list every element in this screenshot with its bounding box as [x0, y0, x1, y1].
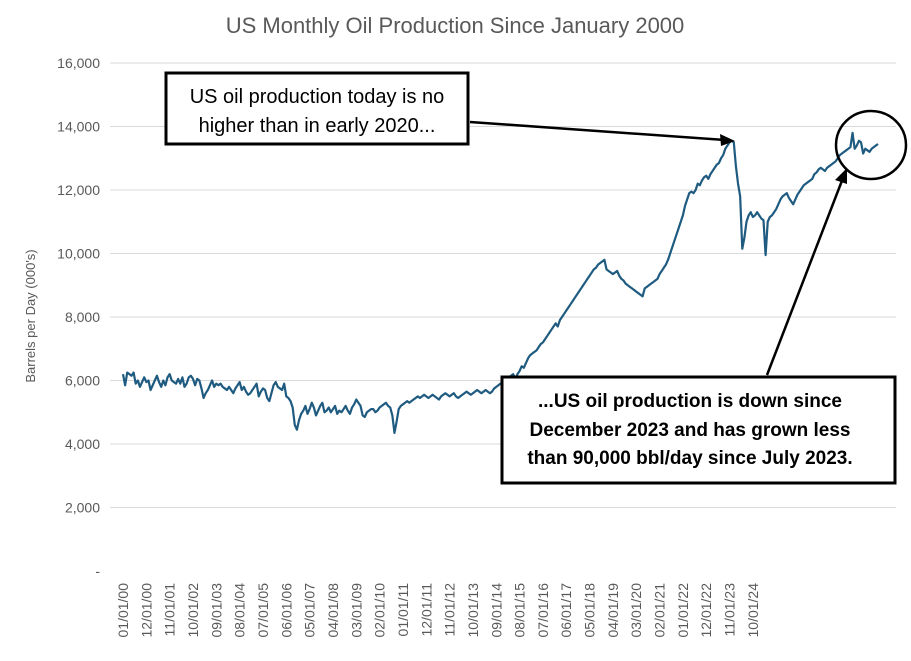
annotation-bottom-line-2: December 2023 and has grown less: [529, 420, 850, 441]
annotation-highlight-circle: [834, 109, 908, 181]
x-tick-label: 12/01/22: [698, 583, 714, 638]
annotation-top-box: [164, 71, 470, 146]
annotation-top-arrow: [469, 120, 726, 142]
x-tick-label: 07/01/05: [255, 583, 271, 638]
x-tick-label: 11/01/01: [162, 583, 178, 637]
y-tick-label: 12,000: [57, 182, 100, 198]
annotation-bottom-arrow: [765, 177, 845, 376]
x-tick-label: 12/01/00: [138, 583, 154, 638]
y-tick-label: 16,000: [57, 55, 100, 71]
x-tick-label: 03/01/09: [348, 583, 364, 638]
x-tick-label: 09/01/14: [488, 583, 504, 638]
annotation-bottom-line-1: ...US oil production is down since: [538, 391, 842, 412]
x-tick-label: 05/01/07: [302, 583, 318, 638]
y-tick-label: 10,000: [57, 246, 100, 262]
x-tick-label: 01/01/00: [115, 583, 131, 638]
x-tick-label: 04/01/08: [325, 583, 341, 638]
x-tick-label: 10/01/24: [745, 583, 761, 638]
x-axis-ticks: 01/01/00 12/01/00 11/01/01 10/01/02 09/01/03…: [115, 583, 761, 638]
x-tick-label: 01/01/11: [395, 583, 411, 637]
chart-title: US Monthly Oil Production Since January …: [226, 13, 685, 38]
x-tick-label: 08/01/15: [512, 583, 528, 638]
x-tick-label: 10/01/13: [465, 583, 481, 638]
x-tick-label: 05/01/18: [582, 583, 598, 638]
y-axis-label: Barrels per Day (000's): [23, 249, 38, 382]
x-tick-label: 07/01/16: [535, 583, 551, 638]
y-tick-label: 14,000: [57, 119, 100, 135]
x-tick-label: 10/01/02: [185, 583, 201, 638]
annotation-bottom: ...US oil production is down since Decem…: [500, 109, 908, 485]
annotation-bottom-box: [500, 375, 897, 485]
annotation-bottom-line-3: than 90,000 bbl/day since July 2023.: [527, 448, 852, 469]
annotation-bottom-arrowhead: [835, 168, 847, 184]
annotation-top-line-2: higher than in early 2020...: [199, 115, 436, 137]
y-tick-label: 2,000: [65, 500, 100, 516]
x-tick-label: 02/01/21: [652, 583, 668, 638]
y-axis-ticks: - 2,000 4,000 6,000 8,000 10,000 12,000 14,000 1…: [57, 55, 100, 579]
x-tick-label: 09/01/03: [208, 583, 224, 638]
y-tick-label: -: [95, 563, 100, 579]
x-tick-label: 01/01/22: [675, 583, 691, 638]
y-tick-label: 8,000: [65, 309, 100, 325]
annotation-top: US oil production today is no higher tha…: [164, 71, 735, 146]
y-tick-label: 4,000: [65, 436, 100, 452]
x-tick-label: 06/01/17: [558, 583, 574, 638]
x-tick-label: 02/01/10: [372, 583, 388, 638]
x-tick-label: 03/01/20: [628, 583, 644, 638]
x-tick-label: 08/01/04: [232, 583, 248, 638]
annotation-top-arrowhead: [720, 134, 735, 146]
annotation-top-line-1: US oil production today is no: [190, 86, 445, 108]
x-tick-label: 04/01/19: [605, 583, 621, 638]
x-tick-label: 11/01/12: [442, 583, 458, 637]
x-tick-label: 11/01/23: [722, 583, 738, 637]
x-tick-label: 06/01/06: [278, 583, 294, 638]
y-tick-label: 6,000: [65, 373, 100, 389]
x-tick-label: 12/01/11: [418, 583, 434, 637]
